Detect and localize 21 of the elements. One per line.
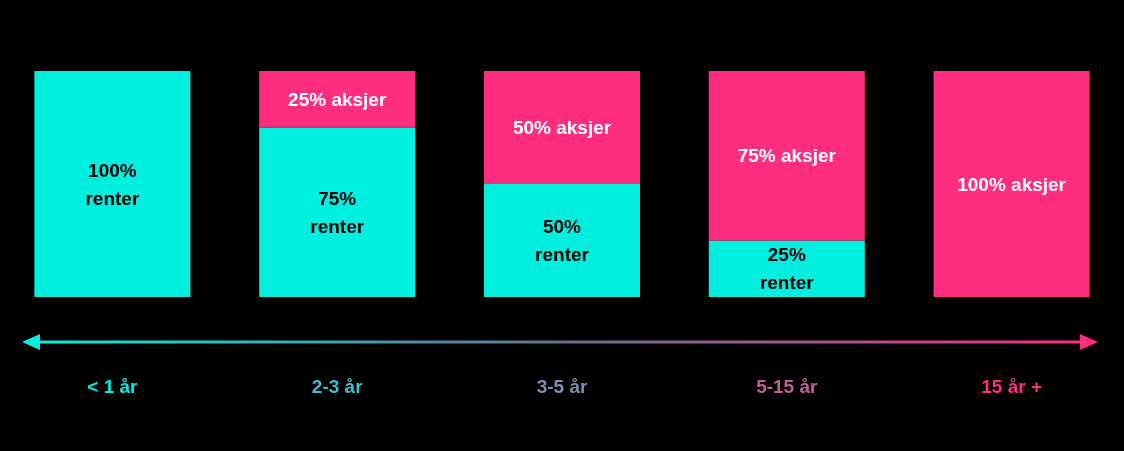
data-label: 25% aksjer — [288, 88, 387, 110]
bar — [933, 71, 1090, 297]
data-label: 25% renter — [759, 244, 815, 294]
bar — [259, 71, 416, 128]
bar — [484, 71, 640, 184]
data-label: 50% renter — [535, 216, 590, 265]
bar — [708, 71, 865, 241]
data-label: 100% aksjer — [957, 173, 1067, 195]
x-tick-label: 15 år + — [981, 376, 1042, 397]
x-tick-label: 2-3 år — [311, 376, 364, 397]
data-label: 100% renter — [85, 159, 140, 209]
data-label: 50% aksjer — [512, 117, 612, 138]
data-label: 75% aksjer — [737, 145, 837, 167]
bar — [259, 127, 416, 297]
data-label: 75% renter — [310, 187, 365, 237]
bar — [708, 240, 865, 297]
x-tick-label: 5-15 år — [756, 376, 819, 397]
bar — [34, 71, 191, 297]
x-tick-label: 3-5 år — [536, 376, 588, 397]
bar — [484, 184, 640, 297]
x-tick-label: < 1 år — [87, 376, 139, 397]
